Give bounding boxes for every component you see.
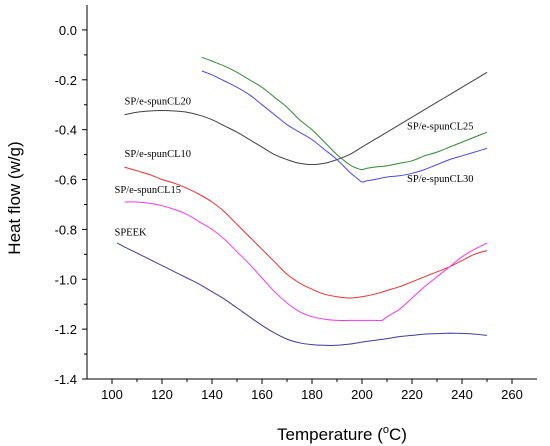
series-line-sp-e-spuncl25 (201, 56, 488, 171)
series-label-sp-e-spuncl25: SP/e-spunCL25 (407, 122, 474, 133)
x-tick-label: 200 (351, 387, 373, 402)
series-line-sp-e-spuncl15 (124, 201, 488, 322)
series-label-sp-e-spuncl10: SP/e-spunCL10 (125, 149, 192, 160)
y-tick-label: -1.4 (55, 372, 77, 387)
x-tick-label: 240 (451, 387, 473, 402)
y-tick-label: -1.0 (55, 272, 77, 287)
series-label-speek: SPEEK (115, 228, 148, 239)
x-tick-label: 260 (501, 387, 523, 402)
x-tick-label: 220 (401, 387, 423, 402)
y-tick-label: -1.2 (55, 322, 77, 337)
y-axis-title: Heat flow (w/g) (5, 141, 24, 254)
series-label-sp-e-spuncl20: SP/e-spunCL20 (125, 97, 192, 108)
series-line-speek (116, 242, 488, 346)
x-tick-label: 100 (101, 387, 123, 402)
x-tick-label: 120 (151, 387, 173, 402)
series-label-sp-e-spuncl30: SP/e-spunCL30 (407, 174, 474, 185)
x-tick-label: 140 (201, 387, 223, 402)
series-line-sp-e-spuncl10 (124, 166, 488, 299)
y-tick-label: -0.6 (55, 173, 77, 188)
series-line-sp-e-spuncl20 (124, 71, 488, 166)
series-labels: SP/e-spunCL20 SP/e-spunCL25 SP/e-spunCL30 S… (115, 97, 474, 239)
series-line-sp-e-spuncl30 (201, 70, 488, 183)
y-ticks: 0.0 -0.2 -0.4 -0.6 -0.8 -1.0 -1.2 -1.4 (55, 23, 87, 387)
x-axis-title: Temperature (oC) (277, 424, 407, 444)
series-label-sp-e-spuncl15: SP/e-spunCL15 (115, 185, 182, 196)
x-tick-label: 160 (251, 387, 273, 402)
series-lines (116, 56, 488, 346)
y-tick-label: -0.4 (55, 123, 77, 138)
y-tick-label: -0.8 (55, 222, 77, 237)
y-tick-label: 0.0 (59, 23, 77, 38)
x-ticks: 100 120 140 160 180 200 220 240 260 (101, 379, 523, 402)
x-tick-label: 180 (301, 387, 323, 402)
y-tick-label: -0.2 (55, 73, 77, 88)
